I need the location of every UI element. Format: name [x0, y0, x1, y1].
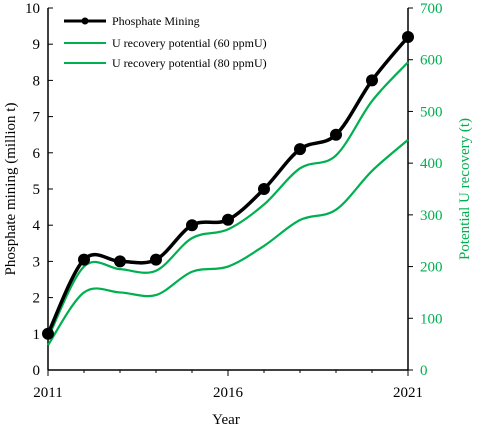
chart-axes: [47, 7, 413, 376]
legend-label-phosphate: Phosphate Mining: [112, 14, 200, 28]
left-tick-label: 8: [33, 73, 41, 89]
left-tick-label: 1: [33, 327, 41, 343]
right-tick-label: 400: [420, 156, 443, 172]
legend: Phosphate Mining U recovery potential (6…: [64, 14, 267, 70]
left-tick-label: 10: [25, 1, 40, 17]
right-axis-title: Potential U recovery (t): [457, 118, 473, 260]
right-tick-label: 300: [420, 208, 443, 224]
series-point-0: [78, 253, 90, 266]
left-tick-label: 7: [33, 110, 41, 126]
series-point-0: [42, 327, 54, 340]
left-tick-labels: 0 1 2 3 4 5 6 7 8 9 10: [25, 1, 41, 379]
right-tick-label: 600: [420, 53, 443, 69]
series-point-0: [222, 213, 234, 226]
left-tick-label: 3: [33, 254, 41, 270]
left-axis-title: Phosphate mining (million t): [3, 103, 19, 276]
right-tick-label: 500: [420, 104, 443, 120]
series-point-0: [330, 128, 342, 141]
legend-label-u60: U recovery potential (60 ppmU): [112, 36, 267, 50]
left-tick-label: 0: [33, 363, 41, 379]
chart-series: [42, 30, 414, 346]
legend-label-u80: U recovery potential (80 ppmU): [112, 56, 267, 70]
legend-marker-phosphate: [81, 17, 89, 25]
series-point-0: [150, 253, 162, 266]
right-tick-labels: 0 100 200 300 400 500 600 700: [420, 1, 443, 379]
left-tick-label: 2: [33, 291, 41, 307]
right-tick-label: 200: [420, 260, 443, 276]
series-point-0: [366, 74, 378, 87]
left-tick-label: 6: [33, 146, 41, 162]
x-axis-title: Year: [212, 412, 240, 428]
left-tick-label: 5: [33, 182, 41, 198]
series-point-0: [258, 183, 270, 195]
right-tick-label: 0: [420, 363, 428, 379]
series-point-0: [294, 143, 306, 156]
series-line-1: [47, 139, 409, 346]
x-tick-labels: 2011 2016 2021: [33, 385, 423, 401]
series-point-0: [114, 255, 126, 268]
x-tick-label: 2011: [33, 385, 62, 401]
right-tick-label: 700: [420, 1, 443, 17]
left-tick-label: 9: [33, 37, 41, 53]
series-point-0: [402, 30, 414, 43]
series-point-0: [186, 219, 198, 232]
x-tick-label: 2021: [393, 385, 423, 401]
series-line-2: [47, 61, 409, 339]
left-tick-label: 4: [33, 218, 41, 234]
x-tick-label: 2016: [213, 385, 244, 401]
right-tick-label: 100: [420, 311, 443, 327]
